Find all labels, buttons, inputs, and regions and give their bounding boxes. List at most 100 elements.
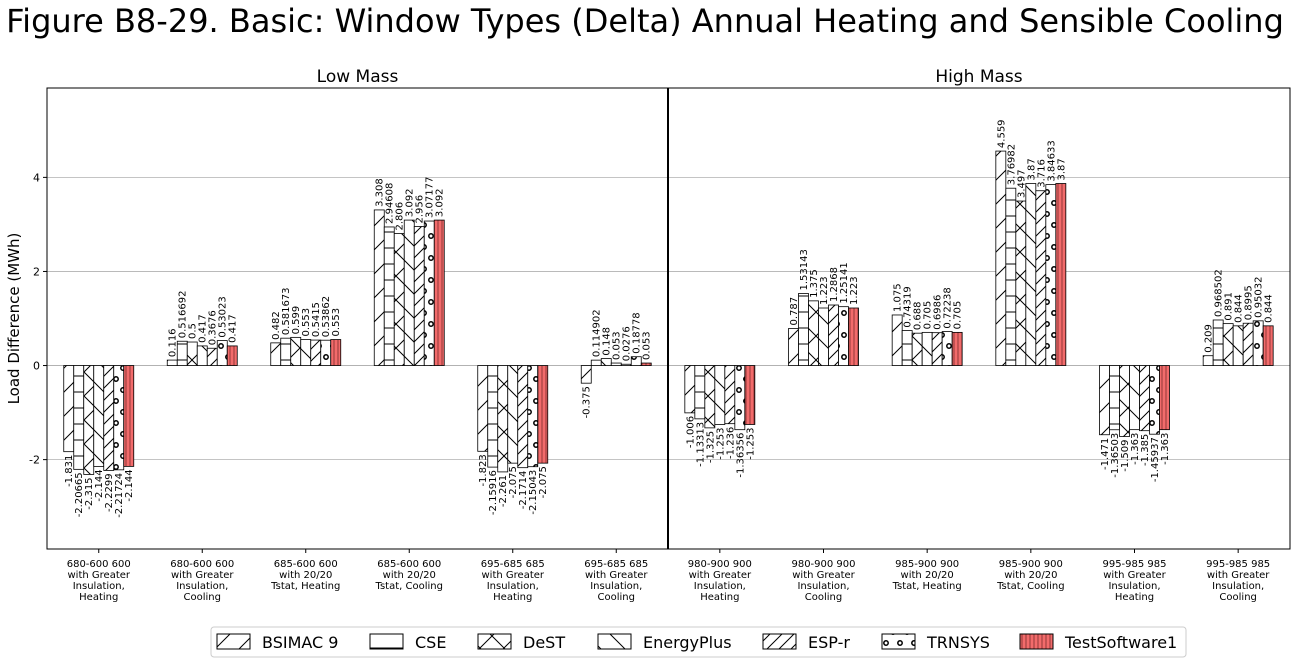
x-tick-label: 995-985 985 <box>1206 559 1270 570</box>
data-label: -1.385 <box>1140 434 1151 466</box>
bar-cse <box>1212 319 1224 366</box>
bar-trnsys <box>734 365 746 431</box>
legend-label: TestSoftware1 <box>1064 633 1177 652</box>
data-label: 0.8995 <box>1244 285 1255 320</box>
data-label: -2.144 <box>124 469 135 501</box>
data-label: 0.0276 <box>622 326 633 361</box>
x-tick-label: Insulation, <box>1212 581 1264 592</box>
legend-item: TRNSYS <box>881 633 990 652</box>
panel-title: Low Mass <box>317 67 399 87</box>
data-label: -2.261 <box>498 475 509 507</box>
bar-esp-r <box>828 304 839 366</box>
data-label: 0.3676 <box>208 310 219 345</box>
bar-trnsys <box>1045 184 1057 366</box>
legend-item: CSE <box>369 633 446 652</box>
bar-energyplus <box>507 365 519 464</box>
data-label: -1.253 <box>715 427 726 459</box>
bar-cse <box>694 365 706 420</box>
legend-label: EnergyPlus <box>643 633 732 652</box>
x-tick-label: Heating <box>79 592 118 603</box>
data-label: 3.092 <box>435 188 446 217</box>
x-tick-label: 980-900 900 <box>791 559 855 570</box>
legend-swatch <box>477 633 512 650</box>
x-tick-label: with 20/20 <box>901 570 954 581</box>
data-label: -1.471 <box>1100 438 1111 470</box>
bar-esp-r <box>1035 190 1047 366</box>
bar-cse <box>590 359 602 366</box>
legend-swatch <box>597 633 632 650</box>
data-label: -2.2299 <box>104 473 115 512</box>
data-label: 3.87 <box>1026 158 1037 180</box>
bar-esp-r <box>206 347 218 366</box>
bar-energyplus <box>403 219 415 366</box>
bar-cse <box>798 293 809 366</box>
y-tick-label: 4 <box>33 171 40 184</box>
data-label: 0.688 <box>913 302 924 331</box>
bar-cse <box>280 337 292 366</box>
bar-bsimac-9 <box>166 359 178 366</box>
data-label: 3.87 <box>1056 158 1067 180</box>
bar-dest <box>911 332 923 366</box>
data-label: 0.114902 <box>592 309 603 357</box>
legend-item: BSIMAC 9 <box>216 633 338 652</box>
bar-trnsys <box>423 220 435 366</box>
data-label: -1.253 <box>745 427 756 459</box>
data-label: 0.053 <box>642 331 653 360</box>
bar-bsimac-9 <box>63 365 75 453</box>
bar-cse <box>383 226 395 366</box>
data-label: 1.53143 <box>799 249 810 290</box>
bar-dest <box>808 300 819 366</box>
bar-esp-r <box>517 365 529 469</box>
data-label: 0.72238 <box>943 287 954 328</box>
data-label: 0.6986 <box>933 295 944 330</box>
x-tick-label: 995-985 985 <box>1102 559 1166 570</box>
x-tick-label: Tstat, Heating <box>892 581 962 592</box>
x-tick-label: Insulation, <box>797 581 849 592</box>
data-label: -1.823 <box>478 454 489 486</box>
x-tick-label: with Greater <box>68 570 131 581</box>
x-tick-label: 680-600 600 <box>170 559 234 570</box>
x-tick-label: Insulation, <box>590 581 642 592</box>
bar-energyplus <box>714 365 726 425</box>
bar-dest <box>83 365 95 475</box>
x-tick-label: with Greater <box>1207 570 1270 581</box>
bar-bsimac-9 <box>580 365 592 384</box>
y-axis-label: Load Difference (MWh) <box>5 233 23 405</box>
x-tick-label: 695-685 685 <box>481 559 545 570</box>
x-tick-label: Insulation, <box>73 581 125 592</box>
bar-testsoftware1 <box>1159 365 1170 431</box>
x-tick-label: Cooling <box>1219 592 1256 603</box>
x-tick-label: with Greater <box>482 570 545 581</box>
x-tick-label: Heating <box>1115 592 1154 603</box>
bar-dest <box>1015 200 1027 366</box>
bar-energyplus <box>93 365 105 467</box>
data-label: -2.21724 <box>114 473 125 518</box>
chart-title: Figure B8-29. Basic: Window Types (Delta… <box>6 2 1284 40</box>
x-tick-label: Cooling <box>184 592 221 603</box>
x-tick-label: Heating <box>700 592 739 603</box>
data-label: -1.509 <box>1120 440 1131 472</box>
data-label: -2.1714 <box>518 471 529 510</box>
y-tick-label: 0 <box>33 360 40 373</box>
x-tick-label: Insulation, <box>176 581 228 592</box>
data-label: -1.13313 <box>695 422 706 467</box>
bar-esp-r <box>931 332 943 366</box>
x-tick-label: with Greater <box>585 570 648 581</box>
data-label: -0.375 <box>582 386 593 418</box>
data-label: -2.20665 <box>74 472 85 517</box>
bar-cse <box>176 340 188 366</box>
bar-bsimac-9 <box>373 209 385 366</box>
bar-energyplus <box>1232 325 1244 366</box>
x-tick-label: with 20/20 <box>383 570 436 581</box>
bar-cse <box>73 365 85 470</box>
x-tick-label: with Greater <box>171 570 234 581</box>
